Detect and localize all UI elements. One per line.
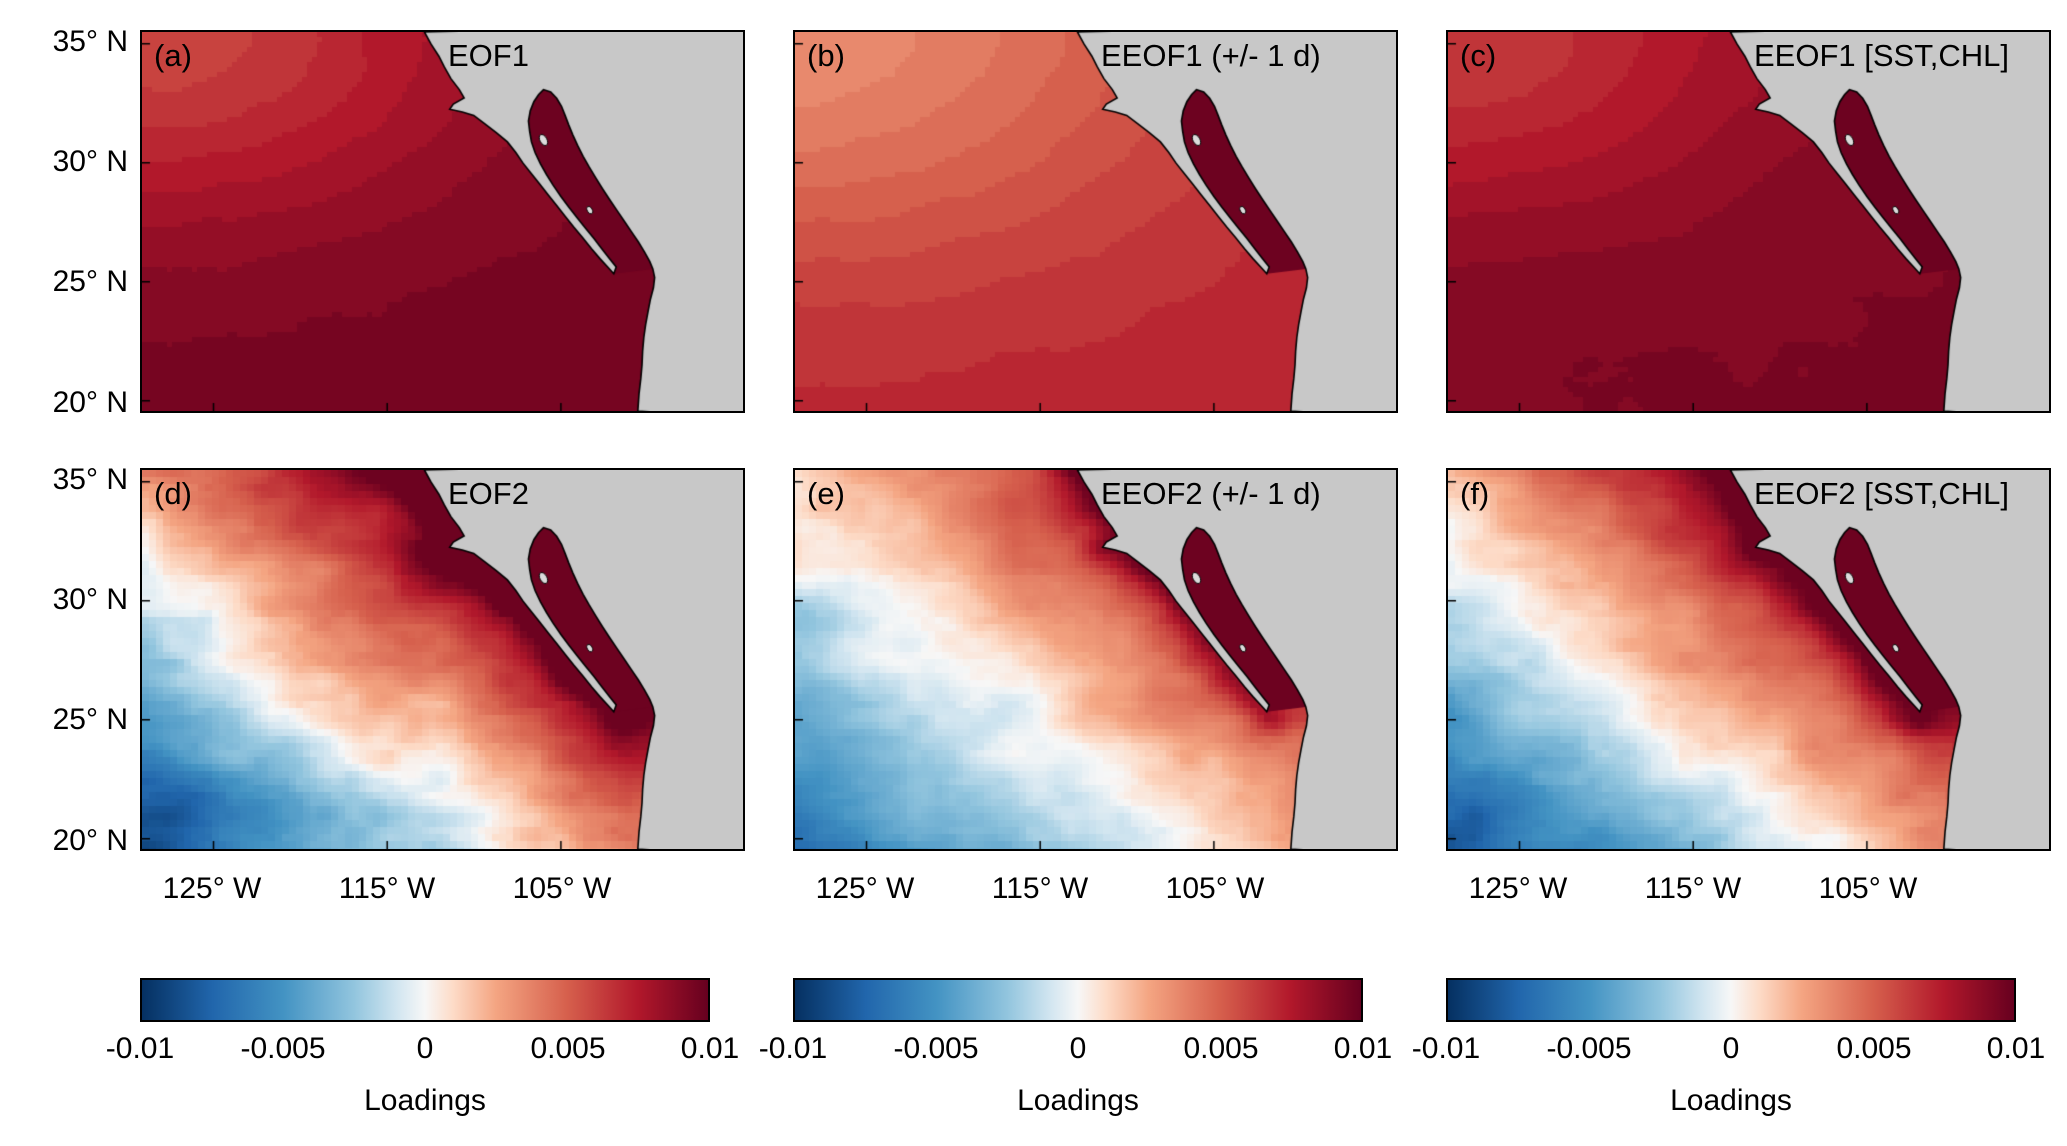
colorbar-tick-label: -0.01 [1411,1032,1481,1065]
colorbar-gradient [795,980,1361,1020]
colorbar-tick-label: -0.01 [105,1032,175,1065]
lat-tick-label: 35° N [52,25,128,58]
colorbar-tick-label: 0.005 [530,1032,606,1065]
panel-letter-d: (d) [154,476,192,511]
colorbar-gradient [1448,980,2014,1020]
panel-a: (a) EOF1 [140,30,745,413]
colorbar-axis-label: Loadings [1670,1084,1792,1117]
lon-tick-label: 115° W [991,872,1089,905]
panel-title-e: EEOF2 (+/- 1 d) [1101,476,1321,511]
colorbar-tick-label: 0.01 [680,1032,740,1065]
colorbar-tick-label: 0 [416,1032,434,1065]
colorbar [140,978,710,1022]
colorbar-tick-label: -0.005 [240,1032,326,1065]
lat-tick-label: 30° N [52,583,128,616]
panel-c: (c) EEOF1 [SST,CHL] [1446,30,2051,413]
lon-tick-label: 115° W [1644,872,1742,905]
panel-title-c: EEOF1 [SST,CHL] [1754,38,2009,73]
panel-title-d: EOF2 [448,476,529,511]
panel-letter-e: (e) [807,476,845,511]
panel-letter-c: (c) [1460,38,1497,73]
lon-tick-label: 105° W [1818,872,1918,905]
colorbar-tick-label: -0.005 [1546,1032,1632,1065]
lon-tick-label: 105° W [1165,872,1265,905]
map-canvas-d [142,470,743,849]
map-canvas-b [795,32,1396,411]
panel-e: (e) EEOF2 (+/- 1 d) [793,468,1398,851]
colorbar-tick-label: 0.01 [1986,1032,2046,1065]
colorbar-tick-label: 0.01 [1333,1032,1393,1065]
panel-d: (d) EOF2 [140,468,745,851]
colorbar [793,978,1363,1022]
panel-letter-b: (b) [807,38,845,73]
panel-letter-f: (f) [1460,476,1490,511]
panel-b: (b) EEOF1 (+/- 1 d) [793,30,1398,413]
lon-tick-label: 105° W [512,872,612,905]
colorbar-tick-label: 0 [1069,1032,1087,1065]
map-canvas-a [142,32,743,411]
lat-tick-label: 25° N [52,703,128,736]
lat-tick-label: 20° N [52,386,128,419]
colorbar-tick-label: -0.005 [893,1032,979,1065]
colorbar-axis-label: Loadings [1017,1084,1139,1117]
lat-tick-label: 25° N [52,265,128,298]
lat-tick-label: 35° N [52,463,128,496]
lon-tick-label: 125° W [1468,872,1568,905]
panel-title-a: EOF1 [448,38,529,73]
colorbar-tick-label: -0.01 [758,1032,828,1065]
map-canvas-f [1448,470,2049,849]
lat-tick-label: 30° N [52,145,128,178]
panel-title-f: EEOF2 [SST,CHL] [1754,476,2009,511]
colorbar-gradient [142,980,708,1020]
lon-tick-label: 115° W [338,872,436,905]
colorbar-axis-label: Loadings [364,1084,486,1117]
map-canvas-c [1448,32,2049,411]
lon-tick-label: 125° W [162,872,262,905]
panel-title-b: EEOF1 (+/- 1 d) [1101,38,1321,73]
colorbar [1446,978,2016,1022]
lat-tick-label: 20° N [52,824,128,857]
colorbar-tick-label: 0.005 [1183,1032,1259,1065]
lon-tick-label: 125° W [815,872,915,905]
panel-letter-a: (a) [154,38,192,73]
panel-f: (f) EEOF2 [SST,CHL] [1446,468,2051,851]
map-canvas-e [795,470,1396,849]
colorbar-tick-label: 0 [1722,1032,1740,1065]
colorbar-tick-label: 0.005 [1836,1032,1912,1065]
